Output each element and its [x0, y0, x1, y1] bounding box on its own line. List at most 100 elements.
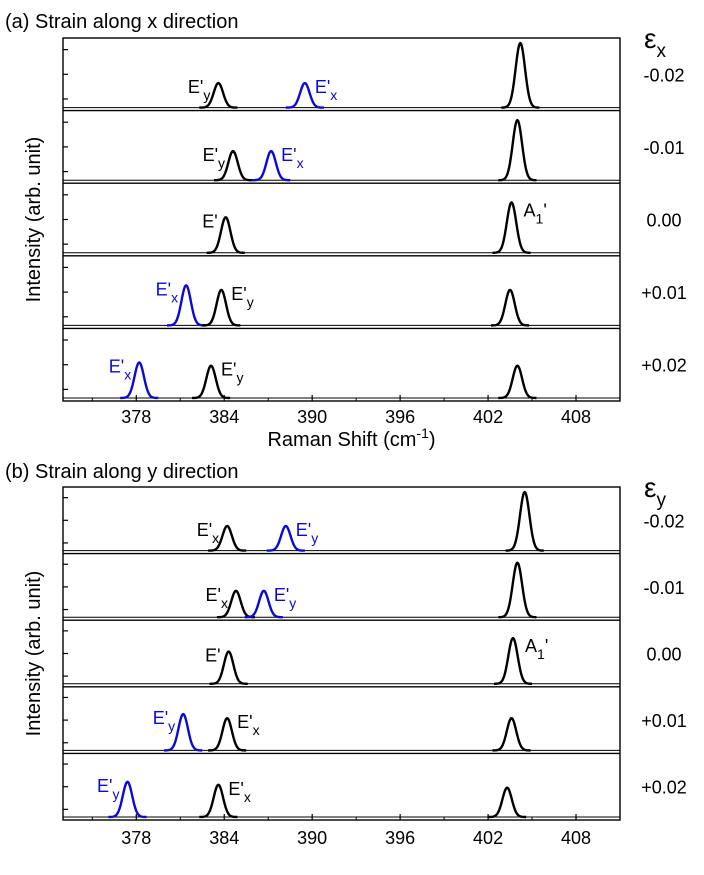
x-tick-label: 378 — [121, 828, 151, 848]
raman-peak — [487, 786, 527, 819]
raman-peak — [497, 364, 537, 400]
peak-label: E'x — [281, 145, 303, 171]
strain-value-label: +0.02 — [641, 356, 687, 376]
strain-panel: +0.01 E'x E'y — [63, 255, 687, 327]
x-tick-label: 402 — [473, 828, 503, 848]
raman-peak — [119, 361, 159, 400]
peak-label: E'y — [221, 360, 243, 386]
x-tick-label: 402 — [473, 407, 503, 427]
peak-label: E'y — [203, 145, 225, 171]
raman-peak — [107, 780, 148, 819]
peak-label-main: E' — [315, 77, 330, 97]
strain-symbol: εx — [644, 23, 666, 62]
strain-panel: 0.00 E' A1' — [63, 182, 682, 254]
peak-label-main: E' — [205, 646, 220, 666]
peak-label: E'y — [296, 520, 318, 546]
peak-label: E'x — [197, 520, 219, 546]
strain-symbol-main: ε — [644, 472, 656, 503]
peak-label-main: E' — [109, 356, 124, 376]
peak-label: E'x — [205, 585, 227, 611]
x-tick-label: 384 — [209, 407, 239, 427]
strain-panel: +0.02E'y E'x — [63, 752, 687, 819]
peak-label: E'x — [228, 779, 250, 805]
strain-panel: -0.01E'x E'y — [63, 552, 685, 619]
raman-peak — [497, 118, 537, 182]
raman-peak — [285, 81, 325, 109]
peak-label: E'y — [153, 708, 175, 734]
x-axis-label-main: Raman Shift (cm — [267, 429, 416, 451]
x-tick-label: 396 — [385, 828, 415, 848]
raman-peak — [505, 490, 545, 552]
peak-label-main: E' — [205, 585, 220, 605]
peak-label-main: E' — [202, 211, 217, 231]
strain-panel: +0.02E'x E'y — [63, 327, 687, 400]
peak-label-sub: x — [212, 530, 219, 546]
peak-label-main: E' — [203, 145, 218, 165]
peak-label-sub: x — [244, 789, 251, 805]
peak-label-sub: y — [289, 595, 296, 611]
raman-peak — [201, 288, 241, 327]
peak-label-a1-tail: ' — [543, 200, 546, 220]
peak-label-main: E' — [197, 520, 212, 540]
raman-peak — [492, 201, 532, 254]
peak-label: E'x — [315, 77, 337, 103]
raman-peak — [213, 149, 253, 182]
strain-value-label: -0.02 — [643, 65, 684, 85]
peak-label: E'y — [188, 77, 210, 103]
peak-label-main: E' — [237, 712, 252, 732]
strain-panel: -0.02E'y E'x — [63, 41, 685, 109]
peak-label-main: E' — [153, 708, 168, 728]
strain-symbol-sub: y — [656, 490, 666, 511]
peak-label-a1-main: A — [525, 636, 537, 656]
strain-value-label: 0.00 — [646, 211, 681, 231]
peak-label-sub: y — [218, 155, 225, 171]
x-tick-label: 390 — [297, 407, 327, 427]
peak-label-a1-sub: 1 — [537, 646, 545, 662]
peak-label-main: E' — [97, 776, 112, 796]
peak-label-sub: y — [168, 718, 175, 734]
raman-peak — [497, 561, 537, 619]
strain-value-label: +0.02 — [641, 778, 687, 798]
raman-peak — [266, 524, 306, 552]
peak-label-sub: x — [221, 595, 228, 611]
raman-peak — [198, 783, 238, 819]
peak-label-main: E' — [296, 520, 311, 540]
peak-label: E'y — [97, 776, 119, 802]
strain-value-label: +0.01 — [641, 283, 687, 303]
peak-label-sub: y — [311, 530, 318, 546]
raman-peak — [166, 284, 206, 327]
strain-panel: +0.01E'y E'x — [63, 686, 687, 752]
raman-peak — [209, 650, 249, 685]
raman-peak — [198, 81, 238, 109]
peak-label-a1-tail: ' — [545, 636, 548, 656]
peak-label: E' — [205, 646, 220, 666]
x-tick-label: 396 — [385, 407, 415, 427]
strain-panel: -0.02E'x E'y — [63, 490, 685, 552]
raman-peak — [492, 716, 532, 752]
x-tick-label: 390 — [297, 828, 327, 848]
x-axis-label-sup: -1 — [416, 425, 429, 441]
peak-label-main: E' — [188, 77, 203, 97]
strain-symbol-sub: x — [656, 41, 666, 62]
peak-label-main: E' — [281, 145, 296, 165]
x-tick-label: 378 — [121, 407, 151, 427]
raman-peak — [163, 712, 203, 752]
raman-peak — [493, 636, 533, 685]
peak-label-a1-sub: 1 — [536, 210, 544, 226]
y-axis-label: Intensity (arb. unit) — [23, 571, 45, 737]
chart-title: (b) Strain along y direction — [5, 461, 238, 483]
peak-label: E'x — [156, 279, 178, 305]
raman-peak — [490, 288, 530, 327]
peak-label-a1: A1' — [524, 200, 547, 226]
peak-label: E'x — [237, 712, 259, 738]
peak-label-main: E' — [156, 279, 171, 299]
peak-label-a1-main: A — [524, 200, 536, 220]
chart-title: (a) Strain along x direction — [5, 11, 238, 33]
peak-label: E'y — [274, 585, 296, 611]
raman-peak — [500, 41, 540, 109]
peak-label: E'y — [231, 284, 253, 310]
x-axis-label: Raman Shift (cm-1) — [267, 425, 435, 451]
peak-label-main: E' — [274, 585, 289, 605]
peak-label-sub: x — [297, 155, 304, 171]
